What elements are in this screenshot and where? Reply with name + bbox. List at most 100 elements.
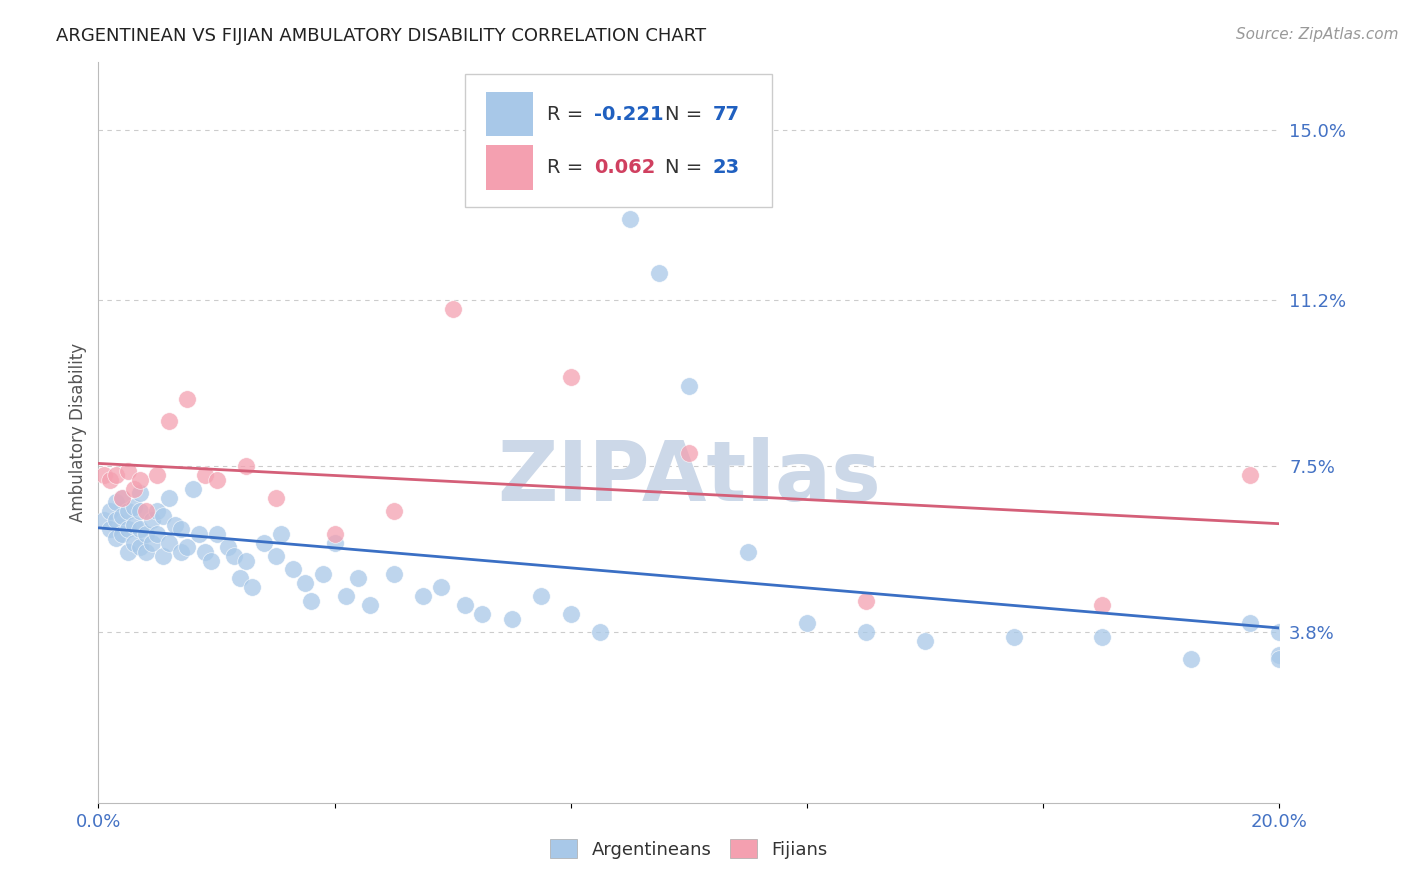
Text: R =: R =	[547, 158, 589, 178]
Point	[471, 607, 494, 622]
Point	[170, 544, 193, 558]
Point	[224, 549, 246, 563]
Point	[240, 581, 263, 595]
Point	[648, 266, 671, 280]
FancyBboxPatch shape	[486, 92, 533, 136]
Point	[323, 535, 346, 549]
Point	[453, 599, 475, 613]
Point	[1239, 468, 1261, 483]
Point	[93, 468, 115, 483]
Point	[1091, 599, 1114, 613]
Point	[117, 464, 139, 478]
Point	[382, 504, 405, 518]
Point	[1268, 652, 1291, 666]
Point	[737, 544, 759, 558]
Point	[128, 540, 150, 554]
Point	[93, 513, 115, 527]
Point	[1180, 652, 1202, 666]
Point	[98, 473, 121, 487]
Text: N =: N =	[665, 158, 709, 178]
Point	[560, 607, 582, 622]
Point	[270, 526, 292, 541]
Point	[122, 482, 145, 496]
Point	[146, 526, 169, 541]
Point	[441, 302, 464, 317]
Point	[382, 566, 405, 581]
Point	[501, 612, 523, 626]
Point	[1091, 630, 1114, 644]
Point	[105, 531, 128, 545]
Text: ARGENTINEAN VS FIJIAN AMBULATORY DISABILITY CORRELATION CHART: ARGENTINEAN VS FIJIAN AMBULATORY DISABIL…	[56, 27, 706, 45]
Point	[152, 549, 174, 563]
Point	[105, 495, 128, 509]
Point	[560, 369, 582, 384]
Point	[796, 616, 818, 631]
Point	[855, 594, 877, 608]
Point	[589, 625, 612, 640]
Text: 0.062: 0.062	[595, 158, 655, 178]
Point	[157, 414, 180, 428]
Point	[335, 590, 357, 604]
Point	[347, 571, 370, 585]
Point	[117, 544, 139, 558]
Point	[187, 526, 209, 541]
Text: 23: 23	[713, 158, 740, 178]
Point	[111, 491, 134, 505]
Point	[122, 517, 145, 532]
Point	[98, 522, 121, 536]
Point	[264, 549, 287, 563]
Text: R =: R =	[547, 104, 589, 124]
Point	[141, 513, 163, 527]
Point	[146, 468, 169, 483]
Point	[98, 504, 121, 518]
FancyBboxPatch shape	[486, 145, 533, 190]
Point	[122, 500, 145, 514]
Point	[205, 473, 228, 487]
Point	[135, 504, 157, 518]
Text: 77: 77	[713, 104, 740, 124]
Point	[678, 446, 700, 460]
Point	[141, 535, 163, 549]
Point	[253, 535, 276, 549]
Point	[122, 535, 145, 549]
Point	[1002, 630, 1025, 644]
Point	[157, 491, 180, 505]
Point	[165, 517, 187, 532]
Legend: Argentineans, Fijians: Argentineans, Fijians	[541, 830, 837, 868]
Point	[128, 473, 150, 487]
Point	[200, 553, 222, 567]
FancyBboxPatch shape	[464, 73, 772, 207]
Point	[299, 594, 322, 608]
Point	[111, 526, 134, 541]
Point	[323, 526, 346, 541]
Point	[128, 522, 150, 536]
Text: -0.221: -0.221	[595, 104, 664, 124]
Point	[412, 590, 434, 604]
Text: N =: N =	[665, 104, 709, 124]
Point	[117, 504, 139, 518]
Point	[530, 590, 553, 604]
Point	[294, 576, 316, 591]
Point	[105, 513, 128, 527]
Point	[312, 566, 335, 581]
Y-axis label: Ambulatory Disability: Ambulatory Disability	[69, 343, 87, 522]
Text: ZIPAtlas: ZIPAtlas	[496, 436, 882, 517]
Point	[235, 553, 257, 567]
Point	[181, 482, 204, 496]
Point	[135, 526, 157, 541]
Point	[855, 625, 877, 640]
Point	[264, 491, 287, 505]
Point	[157, 535, 180, 549]
Point	[1239, 616, 1261, 631]
Point	[205, 526, 228, 541]
Point	[152, 508, 174, 523]
Point	[117, 522, 139, 536]
Point	[176, 540, 198, 554]
Point	[194, 468, 217, 483]
Point	[914, 634, 936, 648]
Point	[217, 540, 239, 554]
Point	[1268, 648, 1291, 662]
Point	[229, 571, 252, 585]
Point	[678, 378, 700, 392]
Point	[135, 544, 157, 558]
